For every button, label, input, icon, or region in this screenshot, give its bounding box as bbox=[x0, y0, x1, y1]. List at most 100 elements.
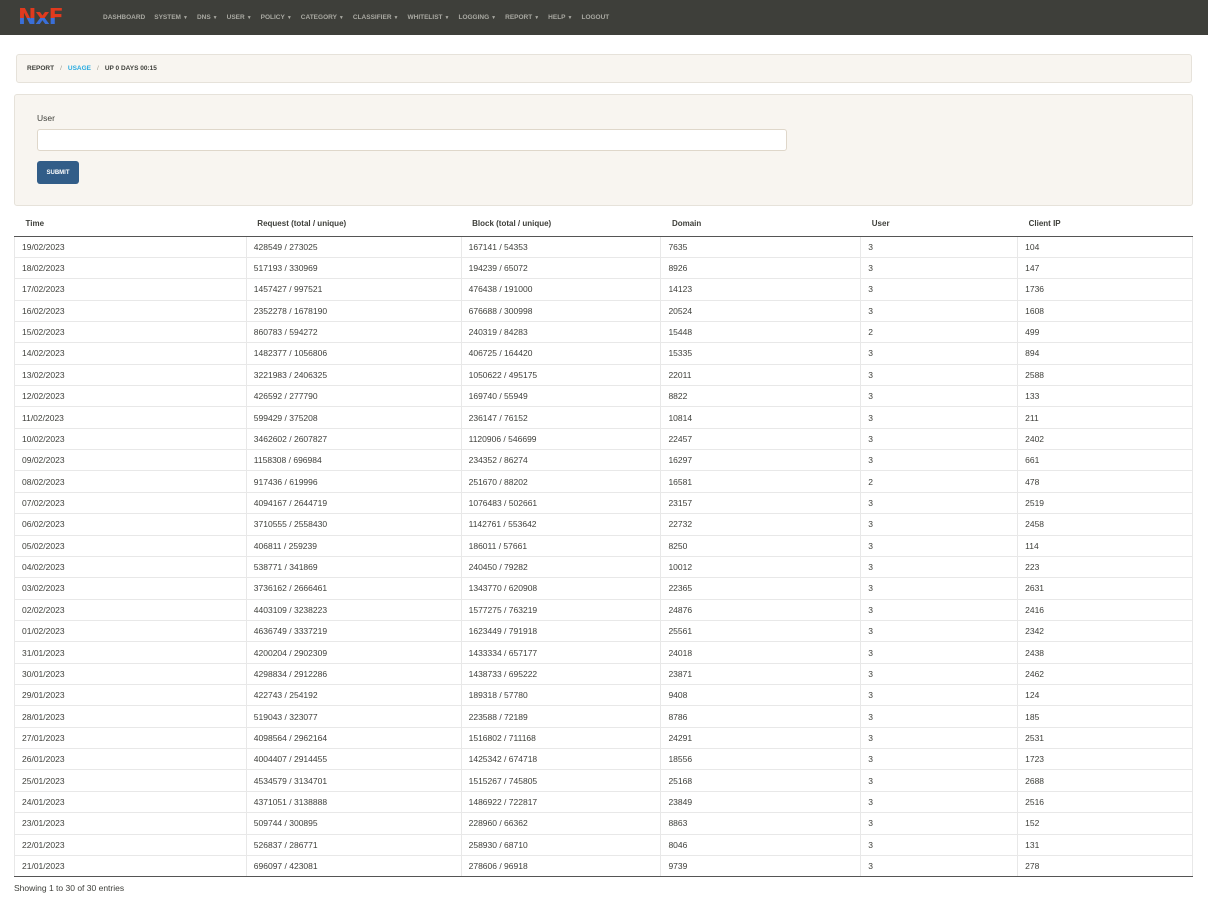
nav-item-user[interactable]: USER ▼ bbox=[227, 14, 252, 21]
user-filter-form: User SUBMIT bbox=[14, 94, 1193, 206]
nav-item-whitelist[interactable]: WHITELIST ▼ bbox=[407, 14, 449, 21]
cell-time: 25/01/2023 bbox=[14, 769, 247, 792]
breadcrumb-separator: / bbox=[97, 65, 99, 72]
column-header-user[interactable]: User bbox=[860, 212, 1018, 237]
cell-user: 3 bbox=[860, 449, 1018, 471]
cell-client-ip: 104 bbox=[1017, 235, 1193, 258]
cell-block: 1433334 / 657177 bbox=[460, 641, 661, 664]
table-row: 05/02/2023 406811 / 259239 186011 / 57661 8… bbox=[14, 534, 1193, 557]
cell-time: 11/02/2023 bbox=[14, 406, 247, 429]
cell-block: 167141 / 54353 bbox=[460, 235, 661, 258]
cell-request: 599429 / 375208 bbox=[245, 406, 462, 429]
table-row: 04/02/2023 538771 / 341869 240450 / 79282 1… bbox=[14, 555, 1193, 578]
nav-item-logging[interactable]: LOGGING ▼ bbox=[458, 14, 496, 21]
cell-user: 3 bbox=[860, 854, 1018, 878]
cell-time: 01/02/2023 bbox=[14, 619, 247, 642]
cell-user: 2 bbox=[860, 320, 1018, 343]
nav-item-classifier[interactable]: CLASSIFIER ▼ bbox=[353, 14, 399, 21]
nav-item-label: REPORT bbox=[505, 14, 533, 21]
cell-time: 23/01/2023 bbox=[14, 812, 247, 835]
column-header-block[interactable]: Block (total / unique) bbox=[461, 212, 661, 237]
cell-time: 02/02/2023 bbox=[14, 598, 247, 621]
caret-down-icon: ▼ bbox=[534, 15, 540, 21]
cell-client-ip: 223 bbox=[1017, 555, 1193, 578]
cell-block: 676688 / 300998 bbox=[460, 299, 661, 322]
cell-block: 1623449 / 791918 bbox=[460, 619, 661, 642]
cell-domain: 7635 bbox=[660, 235, 861, 258]
cell-block: 186011 / 57661 bbox=[460, 534, 661, 557]
cell-block: 1577275 / 763219 bbox=[460, 598, 661, 621]
breadcrumb-usage[interactable]: USAGE bbox=[67, 65, 92, 72]
nav-item-dashboard[interactable]: DASHBOARD bbox=[103, 14, 145, 21]
cell-domain: 15335 bbox=[660, 342, 861, 365]
cell-request: 3710555 / 2558430 bbox=[245, 513, 462, 536]
cell-domain: 8863 bbox=[660, 812, 861, 835]
cell-client-ip: 185 bbox=[1017, 705, 1193, 728]
table-row: 29/01/2023 422743 / 254192 189318 / 57780 9… bbox=[14, 684, 1193, 706]
cell-request: 1457427 / 997521 bbox=[245, 278, 462, 301]
nxf-logo[interactable]: NxF bbox=[18, 7, 86, 29]
caret-down-icon: ▼ bbox=[246, 15, 252, 21]
cell-block: 251670 / 88202 bbox=[460, 470, 661, 493]
cell-client-ip: 2516 bbox=[1017, 790, 1193, 813]
nav-item-label: USER bbox=[226, 14, 245, 21]
table-row: 22/01/2023 526837 / 286771 258930 / 68710 8… bbox=[14, 833, 1193, 856]
cell-request: 426592 / 277790 bbox=[245, 385, 462, 407]
nav-item-category[interactable]: CATEGORY ▼ bbox=[301, 14, 344, 21]
table-row: 17/02/2023 1457427 / 997521 476438 / 19100… bbox=[14, 278, 1193, 301]
nav-item-policy[interactable]: POLICY ▼ bbox=[261, 14, 292, 21]
cell-domain: 9739 bbox=[660, 854, 861, 878]
cell-client-ip: 133 bbox=[1017, 385, 1193, 407]
cell-request: 3462602 / 2607827 bbox=[245, 427, 462, 450]
cell-user: 3 bbox=[860, 491, 1018, 514]
cell-client-ip: 114 bbox=[1017, 534, 1193, 557]
nav-item-system[interactable]: SYSTEM ▼ bbox=[154, 14, 188, 21]
cell-block: 194239 / 65072 bbox=[460, 256, 661, 279]
user-label: User bbox=[37, 113, 55, 123]
cell-domain: 25561 bbox=[660, 619, 861, 642]
cell-user: 3 bbox=[860, 662, 1018, 685]
cell-domain: 8786 bbox=[660, 705, 861, 728]
nav-item-help[interactable]: HELP ▼ bbox=[548, 14, 572, 21]
cell-time: 19/02/2023 bbox=[14, 235, 247, 258]
cell-block: 278606 / 96918 bbox=[460, 854, 661, 878]
table-row: 10/02/2023 3462602 / 2607827 1120906 / 546… bbox=[14, 427, 1193, 450]
cell-user: 3 bbox=[860, 577, 1018, 600]
caret-down-icon: ▼ bbox=[338, 15, 344, 21]
cell-user: 3 bbox=[860, 641, 1018, 664]
cell-client-ip: 2531 bbox=[1017, 726, 1193, 749]
column-header-client-ip[interactable]: Client IP bbox=[1017, 212, 1193, 237]
nav-item-dns[interactable]: DNS ▼ bbox=[197, 14, 218, 21]
column-header-request[interactable]: Request (total / unique) bbox=[246, 212, 462, 237]
cell-user: 3 bbox=[860, 619, 1018, 642]
cell-user: 3 bbox=[860, 534, 1018, 557]
cell-time: 07/02/2023 bbox=[14, 491, 247, 514]
submit-button[interactable]: SUBMIT bbox=[37, 161, 79, 184]
cell-user: 2 bbox=[860, 470, 1018, 493]
cell-domain: 22732 bbox=[660, 513, 861, 536]
cell-user: 3 bbox=[860, 385, 1018, 407]
table-row: 12/02/2023 426592 / 277790 169740 / 55949 8… bbox=[14, 385, 1193, 407]
cell-client-ip: 2588 bbox=[1017, 363, 1193, 386]
cell-block: 169740 / 55949 bbox=[460, 385, 661, 407]
nav-item-label: DNS bbox=[196, 14, 211, 21]
cell-request: 3221983 / 2406325 bbox=[245, 363, 462, 386]
cell-time: 14/02/2023 bbox=[14, 342, 247, 365]
user-input[interactable] bbox=[37, 129, 787, 151]
table-row: 03/02/2023 3736162 / 2666461 1343770 / 620… bbox=[14, 577, 1193, 600]
cell-block: 1120906 / 546699 bbox=[460, 427, 661, 450]
column-header-time[interactable]: Time bbox=[14, 212, 247, 237]
table-row: 15/02/2023 860783 / 594272 240319 / 84283 1… bbox=[14, 320, 1193, 343]
cell-user: 3 bbox=[860, 684, 1018, 706]
cell-request: 4200204 / 2902309 bbox=[245, 641, 462, 664]
breadcrumb-report[interactable]: REPORT bbox=[27, 65, 55, 72]
caret-down-icon: ▼ bbox=[212, 15, 218, 21]
cell-client-ip: 211 bbox=[1017, 406, 1193, 429]
cell-domain: 22457 bbox=[660, 427, 861, 450]
cell-client-ip: 2402 bbox=[1017, 427, 1193, 450]
nav-item-logout[interactable]: LOGOUT bbox=[581, 14, 609, 21]
nav-item-report[interactable]: REPORT ▼ bbox=[505, 14, 539, 21]
column-header-domain[interactable]: Domain bbox=[660, 212, 861, 237]
cell-user: 3 bbox=[860, 726, 1018, 749]
cell-client-ip: 2688 bbox=[1017, 769, 1193, 792]
